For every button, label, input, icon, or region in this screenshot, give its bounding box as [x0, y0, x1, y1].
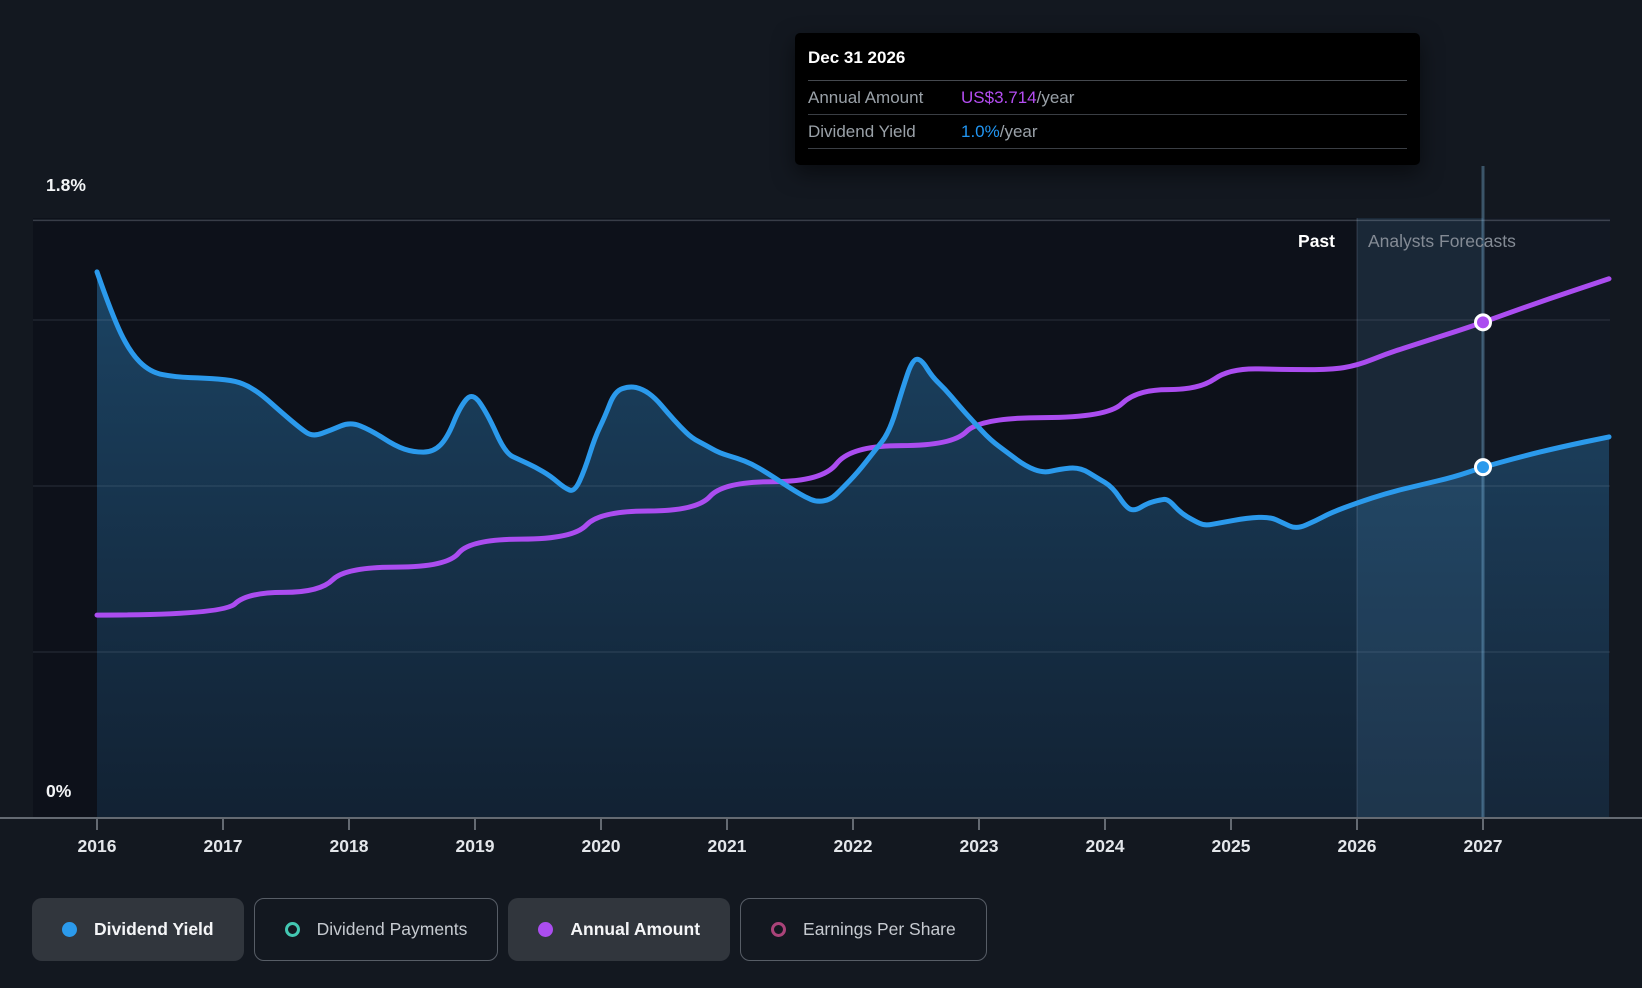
legend-label: Earnings Per Share [803, 919, 956, 939]
x-tick-label: 2022 [834, 836, 873, 856]
legend-label: Dividend Payments [316, 919, 468, 939]
tooltip-date: Dec 31 2026 [808, 33, 1407, 81]
tooltip-row-annual-amount: Annual Amount US$3.714/year [808, 81, 1407, 115]
chart-legend: Dividend Yield Dividend Payments Annual … [32, 898, 987, 961]
legend-label: Dividend Yield [94, 919, 214, 939]
annual-amount-line[interactable] [94, 276, 1612, 618]
annual-amount-marker[interactable] [1474, 313, 1492, 332]
x-tick-label: 2023 [960, 836, 999, 856]
legend-label: Annual Amount [570, 919, 701, 939]
x-tick-label: 2016 [78, 836, 117, 856]
tooltip-value-suffix: /year [999, 121, 1038, 141]
x-tick-label: 2019 [456, 836, 495, 856]
dividend-yield-marker[interactable] [1474, 458, 1492, 477]
legend-item-dividend-yield[interactable]: Dividend Yield [32, 898, 244, 961]
tooltip-row-dividend-yield: Dividend Yield 1.0%/year [808, 115, 1407, 149]
x-tick-label: 2024 [1086, 836, 1125, 856]
legend-item-annual-amount[interactable]: Annual Amount [508, 898, 731, 961]
x-tick-label: 2020 [582, 836, 621, 856]
earnings-per-share-ring-icon [771, 922, 787, 937]
tooltip-value: 1.0% [961, 121, 1000, 141]
forecast-band [1357, 218, 1483, 818]
forecast-zone-label: Analysts Forecasts [1368, 231, 1516, 251]
x-tick-label: 2018 [330, 836, 369, 856]
tooltip-value: US$3.714 [961, 87, 1037, 107]
dividend-yield-dot-icon [62, 922, 77, 937]
dividend-payments-ring-icon [284, 922, 300, 937]
x-tick-label: 2026 [1338, 836, 1377, 856]
legend-item-earnings-per-share[interactable]: Earnings Per Share [740, 898, 987, 961]
y-axis-label-top: 1.8% [46, 175, 86, 195]
dividend-yield-line[interactable] [94, 269, 1612, 530]
x-tick-label: 2021 [708, 836, 747, 856]
x-tick-label: 2027 [1464, 836, 1503, 856]
y-axis-label-bottom: 0% [46, 781, 72, 801]
annual-amount-dot-icon [538, 922, 554, 937]
tooltip-value-suffix: /year [1036, 87, 1075, 107]
tooltip-label: Dividend Yield [808, 121, 916, 141]
past-zone-label: Past [1298, 231, 1335, 251]
tooltip-label: Annual Amount [808, 87, 924, 107]
dividend-yield-area [97, 271, 1609, 818]
legend-item-dividend-payments[interactable]: Dividend Payments [253, 898, 499, 961]
x-tick-label: 2017 [204, 836, 243, 856]
chart-tooltip: Dec 31 2026 Annual Amount US$3.714/year … [795, 33, 1420, 165]
x-tick-label: 2025 [1212, 836, 1251, 856]
